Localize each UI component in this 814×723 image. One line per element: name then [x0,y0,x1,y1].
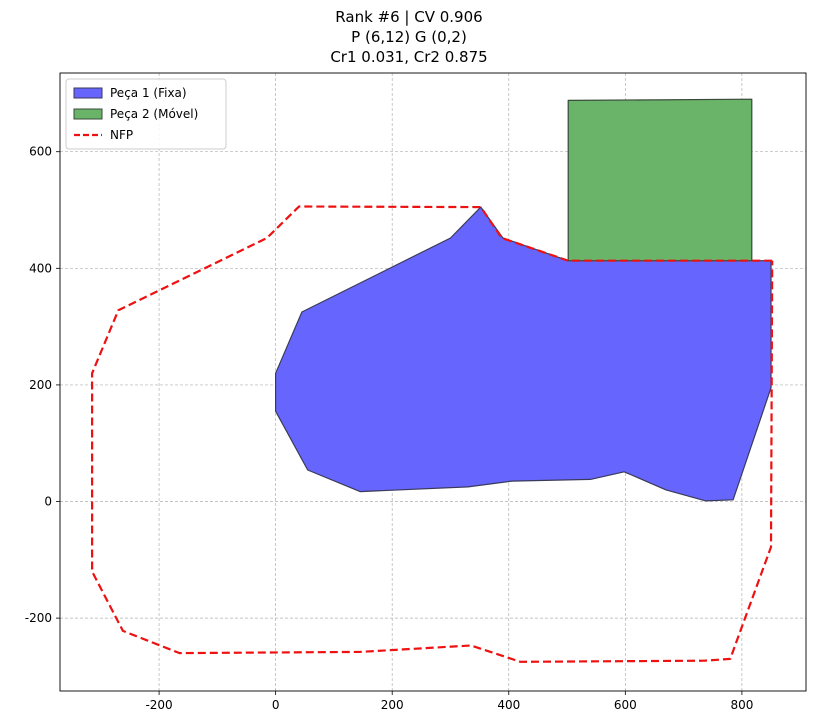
series-3-nfp-line [90,205,774,663]
x-tick-label: 0 [272,698,280,712]
plot-series [90,98,774,663]
y-axis: -200 0 200 400 600 [25,145,60,625]
series-1-polygon [275,206,772,502]
y-tick-label: 0 [44,495,52,509]
y-tick-label: 200 [29,378,52,392]
x-tick-label: 200 [381,698,404,712]
y-tick-label: -200 [25,611,52,625]
legend-swatch [73,87,103,99]
legend-label: Peça 1 (Fixa) [110,86,187,100]
y-tick-label: 600 [29,145,52,159]
legend: Peça 1 (Fixa) Peça 2 (Móvel) NFP [65,78,227,150]
series-2-polygon [567,98,753,262]
x-tick-label: 600 [614,698,637,712]
legend-label: Peça 2 (Móvel) [110,107,198,121]
chart-title-line: Rank #6 | CV 0.906 [335,8,482,26]
chart-title-line: P (6,12) G (0,2) [351,28,467,46]
legend-label: NFP [110,128,133,142]
legend-box [65,78,227,150]
plot-frame [59,72,807,692]
legend-swatch [73,108,103,120]
chart-title-line: Cr1 0.031, Cr2 0.875 [330,48,487,66]
x-tick-label: 400 [497,698,520,712]
chart-title: Rank #6 | CV 0.906 P (6,12) G (0,2) Cr1 0.… [330,8,487,66]
x-tick-label: -200 [145,698,172,712]
x-tick-label: 800 [730,698,753,712]
x-axis: -200 0 200 400 600 800 [145,691,753,712]
y-tick-label: 400 [29,261,52,275]
